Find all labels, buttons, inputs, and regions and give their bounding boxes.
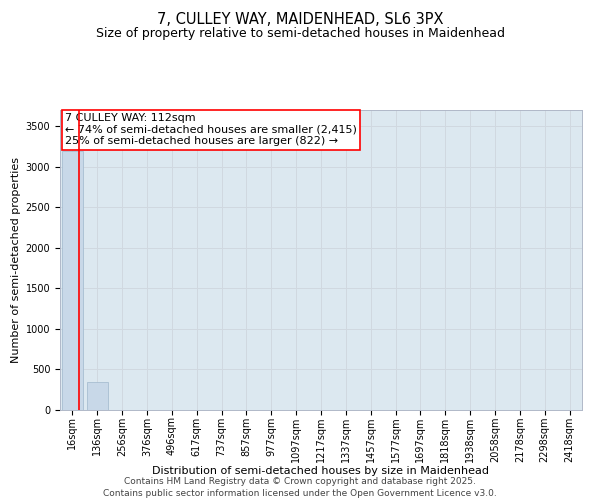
Bar [62,150,83,410]
X-axis label: Distribution of semi-detached houses by size in Maidenhead: Distribution of semi-detached houses by … [152,466,490,476]
Y-axis label: Number of semi-detached properties: Number of semi-detached properties [11,157,22,363]
Text: Size of property relative to semi-detached houses in Maidenhead: Size of property relative to semi-detach… [95,28,505,40]
Text: 7 CULLEY WAY: 112sqm
← 74% of semi-detached houses are smaller (2,415)
25% of se: 7 CULLEY WAY: 112sqm ← 74% of semi-detac… [65,113,357,146]
Text: Contains HM Land Registry data © Crown copyright and database right 2025.
Contai: Contains HM Land Registry data © Crown c… [103,476,497,498]
Text: 7, CULLEY WAY, MAIDENHEAD, SL6 3PX: 7, CULLEY WAY, MAIDENHEAD, SL6 3PX [157,12,443,28]
Bar [87,382,108,410]
